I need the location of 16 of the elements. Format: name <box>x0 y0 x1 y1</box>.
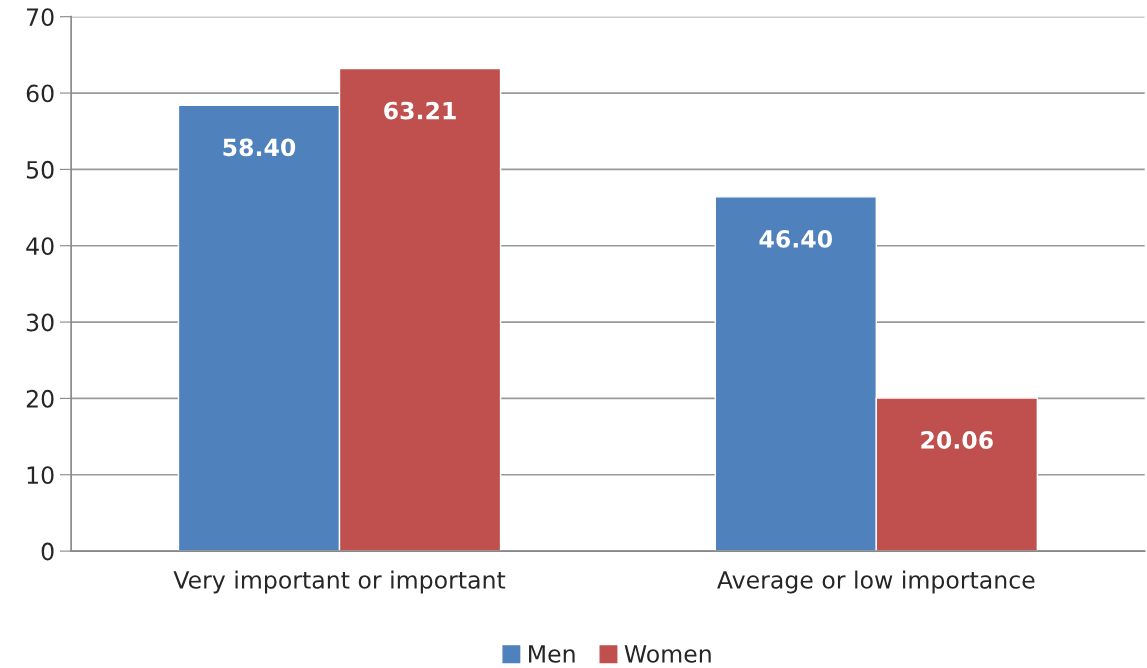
y-tick-label: 10 <box>27 466 54 485</box>
data-label: 58.40 <box>223 138 296 157</box>
y-tick-label: 50 <box>26 160 54 179</box>
data-label: 46.40 <box>759 229 832 248</box>
y-tick-label: 0 <box>41 542 54 561</box>
y-tick-label: 60 <box>26 84 54 103</box>
legend-label: Men <box>529 645 575 663</box>
legend-label: Women <box>624 645 711 663</box>
y-tick-label: 30 <box>26 313 54 332</box>
x-tick-label: Average or low importance <box>717 570 1035 594</box>
y-tick-label: 40 <box>26 237 54 256</box>
y-tick-label: 20 <box>26 389 54 408</box>
y-tick-label: 70 <box>27 8 54 27</box>
data-label: 63.21 <box>384 101 456 120</box>
x-tick-label: Very important or important <box>173 570 506 594</box>
data-label: 20.06 <box>921 431 993 449</box>
